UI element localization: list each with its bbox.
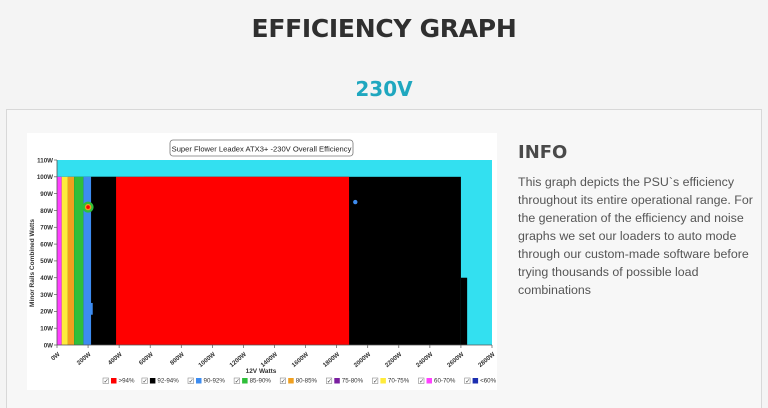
- legend-check-1: ✓: [143, 378, 148, 385]
- legend-check-2: ✓: [189, 378, 194, 385]
- x-tick-label-9: 1800W: [322, 351, 342, 369]
- legend-check-3: ✓: [235, 378, 240, 385]
- x-tick-label-14: 2800W: [477, 351, 497, 369]
- legend-item-3: ✓ 85-90%: [233, 377, 272, 385]
- legend-item-6: ✓ 70-75%: [372, 377, 410, 385]
- y-tick-label-2: 20W: [40, 309, 53, 316]
- legend-swatch-5: [334, 378, 340, 384]
- legend-checkbox-7: [418, 377, 425, 384]
- y-tick-label-1: 10W: [40, 325, 53, 332]
- x-tick-label-10: 2000W: [353, 351, 373, 369]
- legend-swatch-1: [149, 378, 156, 384]
- y-tick-label-7: 70W: [40, 225, 53, 232]
- low-load-strip-3: [74, 176, 84, 345]
- chart-svg: 0W 10W 20W 30W 40W 50W 60W 70W 80W 90W 100W 110W 0W 2…: [29, 139, 497, 385]
- legend-label-0: >94%: [119, 378, 135, 385]
- legend-label-1: 92-94%: [157, 378, 179, 385]
- legend-item-7: ✓ 60-70%: [418, 377, 456, 385]
- legend-check-6: ✓: [373, 378, 378, 385]
- y-tick-label-9: 90W: [40, 191, 53, 198]
- legend-item-4: ✓ 80-85%: [279, 377, 318, 385]
- legend-label-8: <60%: [480, 378, 496, 385]
- x-tick-label-0: 0W: [50, 351, 62, 362]
- voltage-subheading: 230V: [355, 77, 413, 101]
- red-efficiency-region: [116, 176, 350, 345]
- legend-item-1: ✓ 92-94%: [141, 377, 179, 385]
- region-2: [460, 277, 468, 345]
- chart-title-box: [169, 139, 354, 157]
- chart-title: Super Flower Leadex ATX3+ -230V Overall …: [172, 145, 352, 154]
- legend-item-0: ✓ >94%: [102, 377, 135, 385]
- gap-region: [91, 176, 117, 345]
- y-tick-label-10: 100W: [37, 174, 53, 181]
- x-tick-label-4: 800W: [169, 351, 186, 367]
- x-axis-label: 12V Watts: [246, 368, 277, 375]
- x-tick-label-2: 400W: [107, 351, 124, 367]
- y-tick-label-11: 110W: [37, 157, 53, 164]
- blue-dot: [353, 199, 358, 205]
- legend-swatch-4: [288, 378, 294, 384]
- legend-item-2: ✓ 90-92%: [187, 377, 226, 385]
- legend-check-5: ✓: [327, 378, 332, 385]
- legend-label-7: 60-70%: [434, 378, 456, 385]
- low-load-strip-0: [57, 176, 62, 345]
- y-tick-label-5: 50W: [40, 258, 53, 265]
- legend-swatch-0: [111, 378, 117, 384]
- page-heading: EFFICIENCY GRAPH: [251, 14, 517, 43]
- legend-checkbox-4: [279, 377, 286, 384]
- legend-checkbox-5: [326, 377, 333, 384]
- legend-check-0: ✓: [104, 378, 109, 385]
- legend-item-5: ✓ 75-80%: [326, 377, 364, 385]
- legend-check-7: ✓: [419, 378, 424, 385]
- x-tick-label-1: 200W: [76, 351, 93, 367]
- legend-check-4: ✓: [281, 378, 286, 385]
- x-tick-label-5: 1000W: [197, 351, 217, 369]
- x-tick-label-7: 1400W: [259, 351, 279, 369]
- x-tick-label-13: 2600W: [446, 351, 466, 369]
- info-description: This graph depicts the PSU`s efficiency …: [518, 175, 753, 297]
- legend-checkbox-2: [187, 377, 194, 384]
- legend-label-6: 70-75%: [388, 378, 410, 385]
- blue-patch: [84, 302, 93, 315]
- legend-swatch-8: [472, 378, 479, 384]
- low-load-strip-4: [83, 176, 92, 345]
- y-tick-label-0: 0W: [44, 342, 53, 349]
- legend-checkbox-3: [233, 377, 240, 384]
- legend-checkbox-8: [464, 377, 471, 384]
- y-tick-label-4: 40W: [40, 275, 53, 282]
- legend-label-5: 75-80%: [342, 378, 364, 385]
- x-tick-label-8: 1600W: [291, 351, 311, 369]
- legend-swatch-6: [380, 378, 386, 384]
- legend-swatch-2: [196, 378, 202, 384]
- legend-check-8: ✓: [465, 378, 470, 385]
- x-tick-label-11: 2200W: [384, 351, 404, 369]
- y-tick-label-6: 60W: [40, 241, 53, 248]
- legend-checkbox-0: [102, 377, 109, 384]
- y-axis-label: Minor Rails Combined Watts: [29, 219, 36, 307]
- x-tick-label-3: 600W: [138, 351, 155, 367]
- low-load-strip-1: [61, 176, 68, 345]
- y-tick-label-8: 80W: [40, 208, 53, 215]
- efficiency-chart: 0W 10W 20W 30W 40W 50W 60W 70W 80W 90W 100W 110W 0W 2…: [27, 133, 497, 390]
- hotspot-core: [86, 205, 90, 209]
- legend-swatch-7: [426, 378, 432, 384]
- info-title: INFO: [518, 142, 568, 163]
- x-tick-label-6: 1200W: [228, 351, 248, 369]
- legend-swatch-3: [242, 378, 248, 384]
- legend-item-8: ✓ <60%: [464, 377, 497, 385]
- low-load-strip-2: [67, 176, 75, 345]
- legend-label-4: 80-85%: [296, 378, 318, 385]
- legend-label-2: 90-92%: [204, 378, 226, 385]
- legend-checkbox-1: [141, 377, 148, 384]
- legend-checkbox-6: [372, 377, 379, 384]
- legend-label-3: 85-90%: [250, 378, 272, 385]
- x-tick-label-12: 2400W: [415, 351, 435, 369]
- y-tick-label-3: 30W: [40, 292, 53, 299]
